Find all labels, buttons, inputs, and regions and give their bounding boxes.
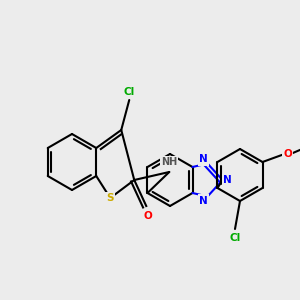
Text: N: N [199, 154, 208, 164]
Text: S: S [106, 193, 114, 203]
Text: Cl: Cl [124, 87, 135, 97]
Text: NH: NH [161, 157, 177, 167]
Text: N: N [223, 175, 232, 185]
Text: O: O [144, 211, 153, 221]
Text: Cl: Cl [230, 233, 241, 243]
Text: N: N [199, 196, 208, 206]
Text: O: O [283, 149, 292, 159]
